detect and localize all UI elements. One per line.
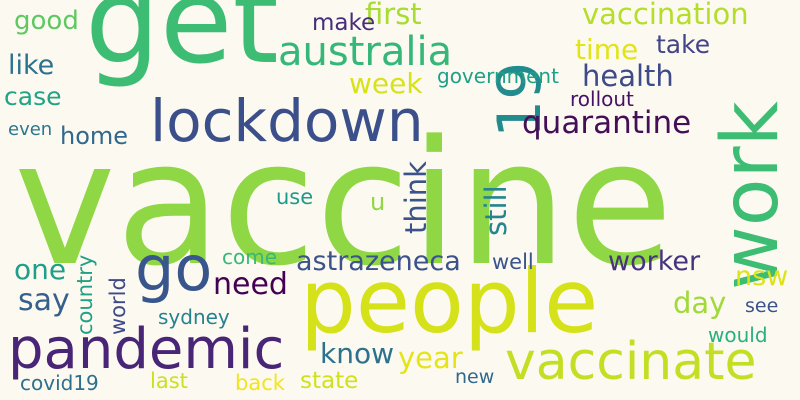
word-day: day	[673, 286, 727, 320]
word-go: go	[135, 232, 213, 305]
word-good: good	[14, 6, 79, 36]
word-year: year	[398, 341, 463, 375]
word-know: know	[320, 337, 394, 370]
word-say: say	[18, 283, 70, 318]
word-astrazeneca: astrazeneca	[296, 246, 461, 277]
word-think: think	[399, 161, 433, 234]
word-vaccine: vaccine	[14, 103, 673, 304]
word-government: government	[437, 64, 559, 88]
word-u: u	[370, 188, 386, 216]
word-well: well	[492, 250, 534, 274]
word-worker: worker	[608, 246, 701, 277]
word-case: case	[4, 82, 62, 111]
word-need: need	[213, 267, 288, 302]
word-week: week	[349, 67, 423, 100]
word-state: state	[300, 368, 359, 394]
word-vaccination: vaccination	[582, 0, 749, 31]
word-even: even	[8, 119, 53, 140]
word-lockdown: lockdown	[150, 87, 424, 155]
word-rollout: rollout	[570, 87, 634, 111]
word-people: people	[300, 250, 599, 353]
word-back: back	[235, 371, 285, 395]
word-australia: australia	[278, 29, 453, 75]
word-world: world	[106, 277, 130, 335]
word-time: time	[575, 33, 639, 66]
word-nsw: nsw	[735, 261, 789, 292]
word-one: one	[14, 253, 67, 286]
word-still: still	[479, 185, 513, 236]
word-see: see	[745, 295, 779, 317]
word-home: home	[60, 122, 129, 150]
word-first: first	[365, 0, 422, 31]
word-last: last	[150, 369, 188, 393]
word-country: country	[73, 254, 97, 335]
word-quarantine: quarantine	[522, 105, 692, 141]
word-make: make	[312, 10, 376, 36]
word-vaccinate: vaccinate	[505, 332, 757, 392]
word-use: use	[276, 185, 314, 209]
word-health: health	[582, 59, 674, 93]
word-would: would	[708, 323, 768, 347]
word-get: get	[85, 0, 279, 90]
word-covid19: covid19	[20, 371, 99, 395]
word-take: take	[656, 30, 711, 59]
word-sydney: sydney	[158, 305, 230, 329]
word-come: come	[222, 245, 278, 269]
word-like: like	[8, 50, 55, 81]
word-new: new	[455, 366, 495, 388]
word-pandemic: pandemic	[8, 317, 285, 382]
